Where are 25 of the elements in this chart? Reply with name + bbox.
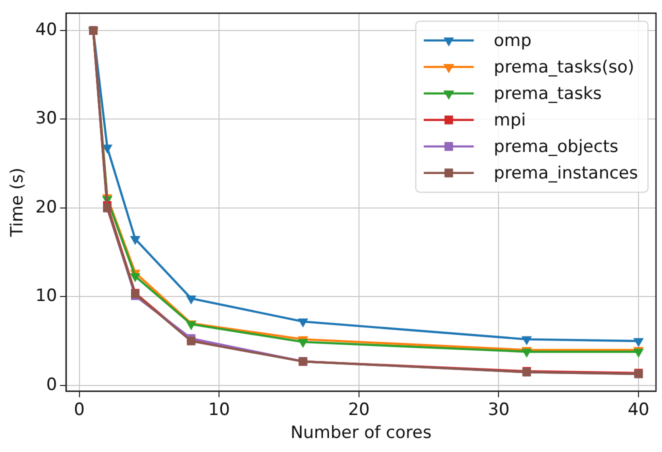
y-axis-title: Time (s) <box>8 168 28 238</box>
x-tick-label: 30 <box>488 400 510 420</box>
legend-label: mpi <box>494 110 526 130</box>
legend-label: prema_instances <box>494 163 638 184</box>
y-tick-label: 20 <box>35 197 58 218</box>
point <box>521 336 532 346</box>
x-tick-label: 0 <box>74 400 85 420</box>
y-tick-label: 40 <box>35 20 58 40</box>
legend-label: prema_objects <box>494 136 619 157</box>
y-tick-label: 30 <box>35 108 58 129</box>
point <box>186 295 196 304</box>
x-axis-title: Number of cores <box>290 423 432 444</box>
point <box>130 236 140 246</box>
y-tick-label: 10 <box>35 286 58 306</box>
x-tick-label: 10 <box>208 400 230 420</box>
point <box>298 318 308 328</box>
legend-label: prema_tasks(so) <box>494 57 634 78</box>
point <box>298 338 308 348</box>
y-tick-label: 0 <box>46 374 58 395</box>
point <box>130 273 140 282</box>
x-tick-label: 40 <box>628 400 650 420</box>
legend-label: omp <box>494 30 532 51</box>
point <box>633 338 644 348</box>
x-tick-label: 20 <box>348 400 370 420</box>
legend-label: prema_tasks <box>494 84 602 104</box>
